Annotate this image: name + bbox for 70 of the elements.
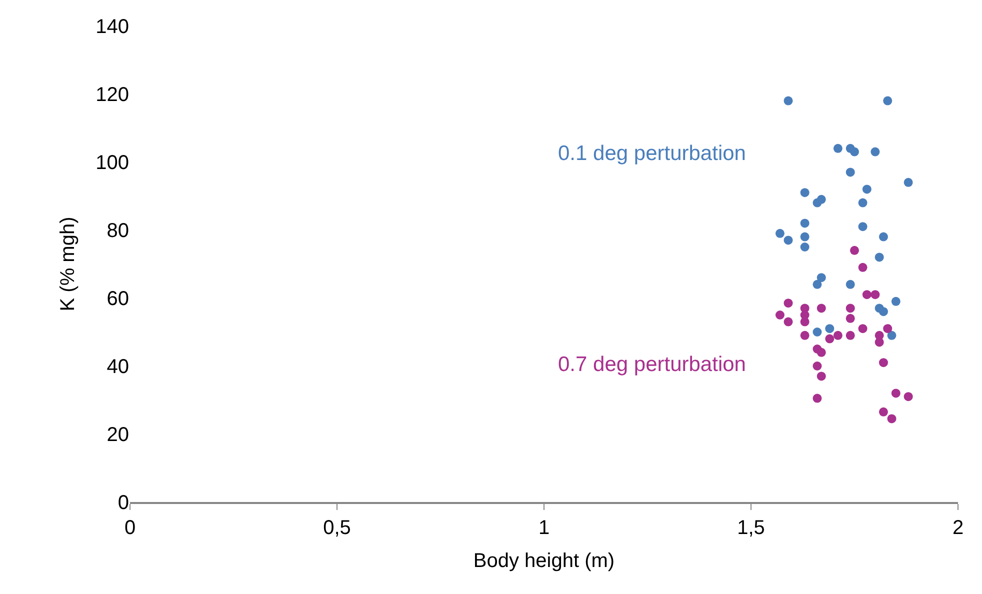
point — [850, 246, 859, 255]
text: 0.7 deg perturbation — [558, 353, 746, 376]
point — [878, 307, 888, 316]
point — [833, 144, 842, 153]
point — [800, 330, 810, 340]
point — [816, 372, 826, 381]
point — [800, 218, 810, 228]
point — [800, 188, 810, 198]
point — [887, 330, 896, 340]
point — [874, 338, 884, 347]
text: 0.1 deg perturbation — [558, 142, 746, 165]
y-tick-label: 40 — [106, 356, 129, 378]
point — [870, 290, 880, 300]
point — [800, 242, 810, 252]
point — [825, 334, 834, 344]
point — [846, 280, 855, 289]
point — [812, 328, 822, 336]
point — [816, 304, 826, 313]
point — [887, 414, 896, 424]
point — [883, 96, 892, 106]
x-tick-label: 0,5 — [323, 516, 351, 539]
x-tick-label: 1,5 — [737, 516, 765, 539]
point — [891, 296, 900, 306]
point — [883, 324, 892, 334]
point — [858, 262, 868, 272]
point — [878, 358, 888, 368]
point — [816, 273, 826, 282]
y-tick-label: 100 — [96, 152, 129, 174]
y-tick-label: 0 — [118, 492, 129, 514]
point — [784, 236, 793, 245]
point — [878, 232, 888, 242]
point — [904, 178, 913, 187]
point — [891, 388, 900, 398]
point — [816, 348, 826, 357]
point — [784, 298, 793, 308]
y-tick-label: 20 — [106, 424, 129, 446]
x-tick-label: 1 — [538, 516, 550, 539]
point — [812, 362, 822, 370]
point — [800, 317, 810, 326]
point — [784, 317, 793, 326]
point — [858, 222, 868, 232]
point — [874, 252, 884, 262]
point — [833, 330, 842, 340]
x-axis-title: Body height (m) — [473, 550, 615, 572]
point — [775, 228, 784, 238]
point — [825, 324, 834, 334]
point — [812, 394, 822, 403]
point — [846, 304, 855, 313]
y-axis-title: K (% mgh) — [57, 216, 80, 312]
y-tick-label: 80 — [106, 220, 129, 242]
point — [858, 324, 868, 334]
x-tick-label: 2 — [952, 516, 964, 539]
point — [846, 168, 855, 177]
y-tick-label: 140 — [96, 16, 129, 38]
point — [850, 147, 859, 156]
point — [800, 232, 810, 242]
y-tick-label: 120 — [96, 84, 129, 106]
point — [878, 407, 888, 416]
point — [846, 314, 855, 323]
point — [812, 280, 822, 289]
point — [858, 198, 868, 208]
point — [862, 290, 872, 300]
point — [904, 392, 913, 402]
point — [846, 330, 855, 340]
point — [812, 198, 822, 208]
point — [870, 147, 880, 156]
y-tick-label: 60 — [106, 288, 129, 310]
point — [775, 310, 784, 320]
point — [784, 96, 793, 106]
point — [862, 184, 872, 194]
